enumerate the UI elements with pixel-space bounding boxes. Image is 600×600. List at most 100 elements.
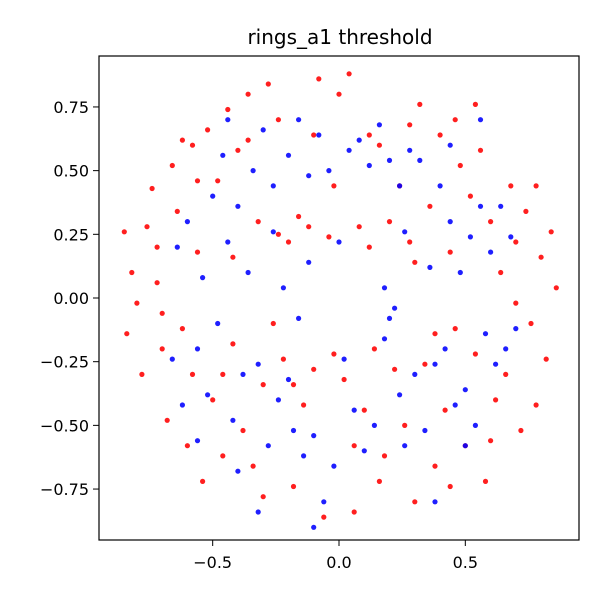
data-point-series-0 [447, 483, 453, 490]
data-point-series-0 [144, 224, 150, 230]
data-point-series-1 [477, 203, 484, 209]
data-point-series-0 [220, 371, 226, 377]
y-axis: 0.75 0.50 0.25 0.00 −0.25 −0.50 −0.75 [40, 98, 99, 499]
data-point-series-1 [255, 361, 261, 367]
data-point-series-1 [513, 326, 519, 332]
data-point-series-0 [265, 81, 271, 87]
data-point-series-0 [447, 249, 453, 255]
data-point-series-0 [296, 213, 302, 220]
data-point-series-0 [154, 244, 160, 250]
data-point-series-1 [351, 407, 357, 413]
data-point-series-0 [154, 280, 160, 286]
data-point-series-1 [275, 397, 281, 403]
data-point-series-0 [417, 101, 423, 107]
data-point-series-0 [139, 371, 145, 377]
data-point-series-0 [402, 422, 408, 428]
data-point-series-0 [169, 162, 175, 169]
data-point-series-1 [225, 239, 231, 245]
plot-frame [98, 55, 580, 541]
data-point-series-0 [159, 346, 165, 352]
data-point-series-1 [306, 173, 312, 179]
data-point-series-0 [189, 142, 196, 148]
data-point-series-0 [331, 351, 337, 357]
data-point-series-0 [336, 91, 342, 97]
data-point-series-1 [422, 427, 428, 434]
data-point-series-0 [205, 127, 211, 133]
data-point-series-1 [255, 509, 261, 515]
data-point-series-0 [361, 407, 367, 413]
data-point-series-1 [326, 168, 332, 174]
data-point-series-1 [321, 499, 327, 505]
data-point-series-1 [260, 127, 266, 133]
data-point-series-1 [386, 157, 393, 163]
data-point-series-1 [427, 264, 433, 270]
data-point-series-0 [285, 239, 292, 245]
data-point-series-1 [341, 356, 347, 362]
data-point-series-1 [457, 269, 463, 276]
data-point-series-0 [381, 453, 388, 459]
data-point-series-1 [250, 168, 256, 174]
data-point-series-1 [412, 371, 418, 377]
data-point-series-0 [351, 509, 357, 515]
data-point-series-0 [346, 71, 352, 77]
data-point-series-1 [477, 117, 484, 123]
data-point-series-0 [351, 443, 357, 449]
data-point-series-1 [296, 117, 302, 123]
data-point-series-0 [528, 320, 534, 327]
data-point-series-0 [260, 494, 266, 500]
data-point-series-0 [194, 249, 201, 255]
data-point-series-0 [200, 478, 206, 484]
data-point-series-0 [543, 356, 549, 362]
data-point-series-1 [270, 183, 276, 189]
data-point-series-0 [452, 117, 458, 123]
y-tick-label: −0.25 [40, 353, 89, 372]
data-point-series-0 [129, 269, 135, 276]
data-point-series-0 [341, 376, 347, 383]
data-point-series-1 [381, 336, 388, 342]
data-point-series-0 [149, 185, 155, 192]
data-point-series-1 [179, 402, 185, 408]
data-point-series-1 [200, 275, 206, 281]
data-point-series-1 [225, 117, 231, 123]
data-point-series-0 [467, 193, 473, 199]
data-point-series-1 [270, 229, 276, 235]
data-point-series-1 [498, 203, 504, 209]
data-point-series-0 [220, 453, 226, 459]
x-tick-label: −0.5 [193, 553, 232, 572]
data-point-series-0 [427, 203, 433, 209]
data-point-series-0 [407, 239, 413, 245]
data-point-series-1 [462, 443, 468, 449]
data-point-series-0 [275, 117, 281, 123]
data-point-series-1 [493, 361, 499, 367]
data-point-series-1 [265, 443, 271, 449]
data-point-series-0 [255, 219, 261, 225]
data-point-series-1 [235, 203, 241, 209]
data-point-series-0 [553, 285, 559, 291]
data-point-series-1 [306, 259, 312, 265]
data-point-series-0 [306, 224, 312, 230]
data-point-series-0 [376, 142, 382, 148]
data-point-series-0 [270, 320, 276, 327]
x-axis: −0.5 0.0 0.5 [193, 540, 478, 572]
data-point-series-1 [361, 448, 367, 454]
data-point-series-0 [326, 234, 332, 240]
data-point-series-0 [230, 341, 236, 347]
data-point-series-0 [179, 137, 185, 143]
data-point-series-1 [417, 157, 423, 163]
data-point-series-0 [235, 147, 241, 153]
data-point-series-0 [321, 514, 327, 520]
data-point-series-0 [488, 219, 494, 225]
data-point-series-0 [260, 382, 266, 388]
x-tick-label: 0.5 [453, 553, 478, 572]
data-point-series-1 [301, 453, 307, 459]
data-point-series-0 [179, 326, 185, 332]
data-point-series-1 [290, 427, 297, 434]
data-point-series-1 [331, 463, 337, 469]
data-point-series-1 [174, 244, 180, 250]
data-point-series-0 [422, 361, 428, 367]
data-point-series-0 [533, 183, 539, 189]
y-tick-label: 0.00 [53, 289, 89, 308]
data-point-series-0 [538, 254, 544, 260]
y-tick-label: 0.25 [53, 225, 89, 244]
data-point-series-0 [240, 427, 246, 434]
